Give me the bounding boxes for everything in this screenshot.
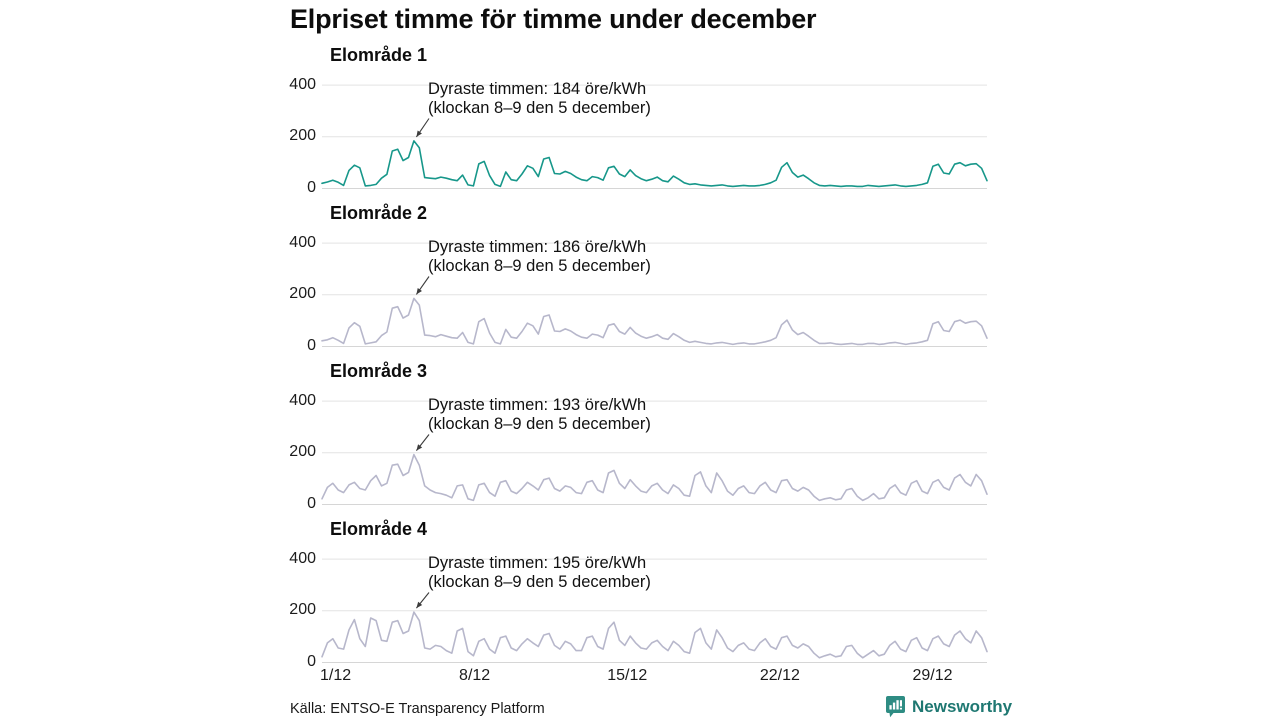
y-axis-tick-label: 400 [289,391,316,409]
newsworthy-brand: Newsworthy [885,695,1012,718]
peak-annotation: Dyraste timmen: 184 öre/kWh (klockan 8–9 … [428,79,651,117]
x-axis-tick-label: 8/12 [459,667,491,684]
chart-subtitle: Elområde 2 [330,202,428,223]
y-axis-tick-label: 0 [307,653,316,670]
y-axis-tick-label: 400 [289,233,316,251]
y-axis-tick-label: 400 [289,75,316,93]
source-note: Källa: ENTSO-E Transparency Platform [290,701,545,717]
y-axis-tick-label: 0 [307,337,316,354]
y-axis-tick-label: 400 [289,549,316,567]
newsworthy-logo-icon [885,695,906,718]
y-axis-tick-label: 0 [307,495,316,512]
chart-subtitle: Elområde 1 [330,44,428,65]
page-title: Elpriset timme för timme under december [290,4,817,34]
y-axis-tick-label: 200 [289,127,316,145]
brand-name: Newsworthy [912,696,1013,716]
y-axis-tick-label: 0 [307,179,316,196]
peak-annotation: Dyraste timmen: 186 öre/kWh (klockan 8–9 … [428,237,651,275]
y-axis-tick-label: 200 [289,285,316,303]
chart-subtitle: Elområde 3 [330,360,428,381]
y-axis-tick-label: 200 [289,601,316,619]
y-axis-tick-label: 200 [289,443,316,461]
x-axis-tick-label: 1/12 [320,667,352,684]
x-axis-tick-label: 15/12 [607,667,648,684]
x-axis-tick-label: 29/12 [912,667,953,684]
x-axis-tick-label: 22/12 [759,667,800,684]
peak-annotation: Dyraste timmen: 195 öre/kWh (klockan 8–9 … [428,553,651,591]
chart-subtitle: Elområde 4 [330,518,428,539]
peak-annotation: Dyraste timmen: 193 öre/kWh (klockan 8–9 … [428,395,651,433]
